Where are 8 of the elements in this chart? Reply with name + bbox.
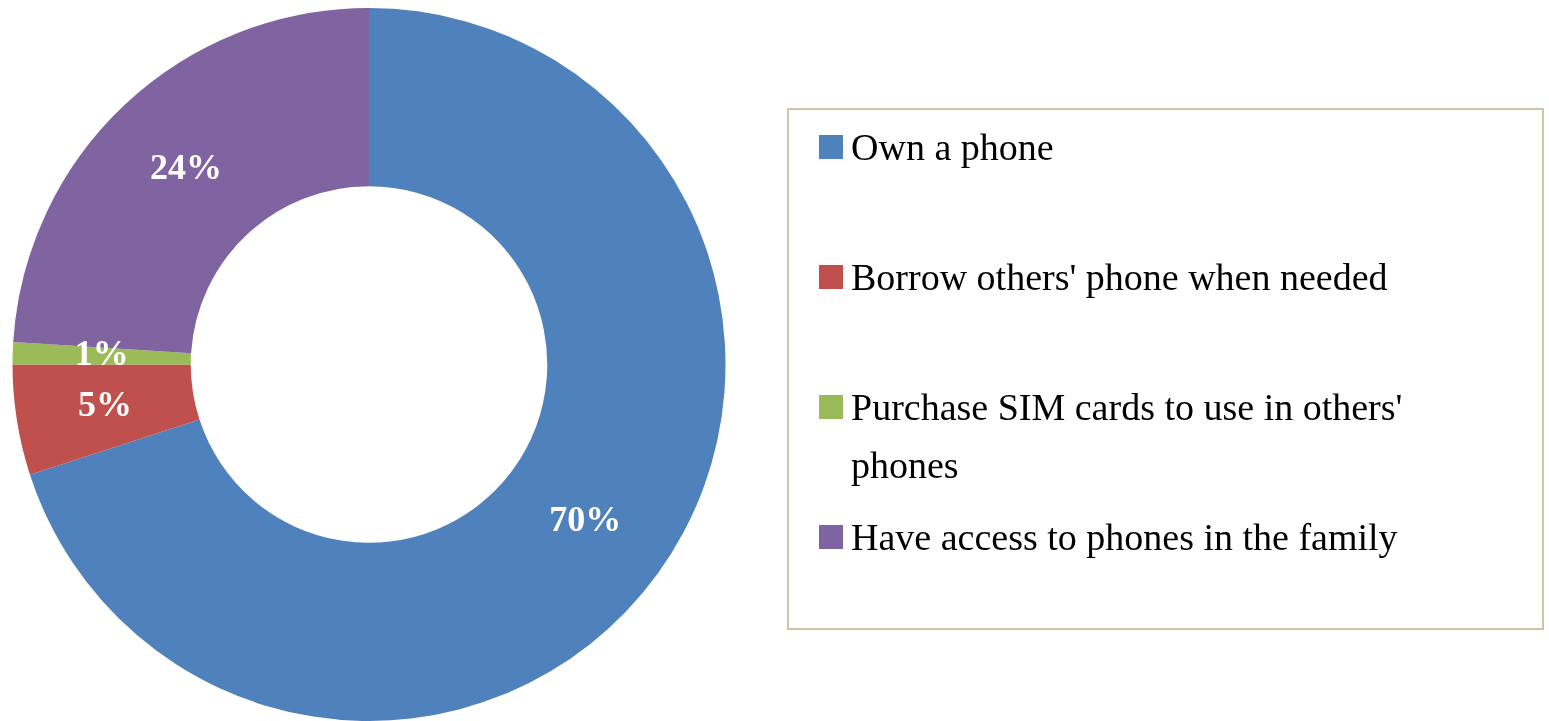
data-label: 70% — [549, 498, 622, 539]
data-label: 5% — [77, 383, 132, 424]
legend-label: Purchase SIM cards to use in others' phones — [851, 385, 1404, 488]
data-label: 1% — [74, 333, 129, 374]
data-label: 24% — [149, 146, 222, 187]
legend-label: Borrow others' phone when needed — [851, 255, 1388, 300]
legend-label: Have access to phones in the family — [851, 515, 1398, 560]
legend-label: Own a phone — [851, 125, 1054, 170]
